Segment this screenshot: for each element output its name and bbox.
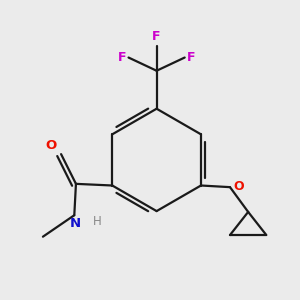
Text: O: O [46,140,57,152]
Text: F: F [117,51,126,64]
Text: F: F [152,30,161,43]
Text: H: H [92,215,101,228]
Text: N: N [69,217,80,230]
Text: F: F [187,51,196,64]
Text: O: O [233,180,244,193]
